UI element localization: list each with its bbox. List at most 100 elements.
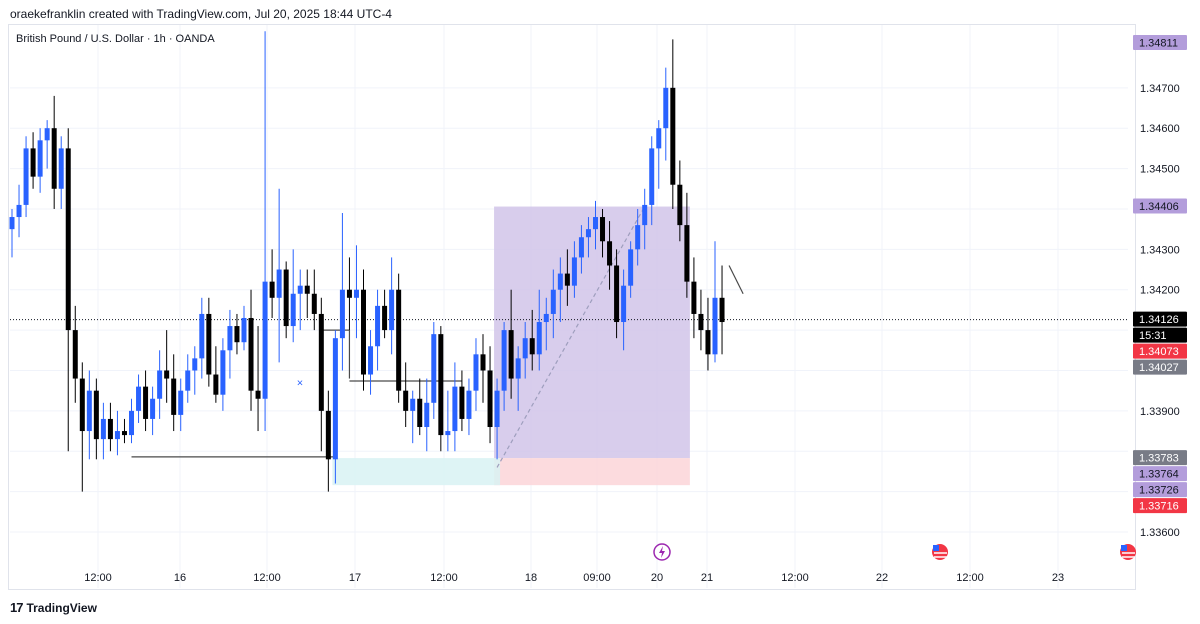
candle-body (417, 398, 423, 428)
candle-body (642, 204, 648, 226)
candle-body (600, 217, 606, 242)
y-tick-label: 1.34300 (1140, 244, 1180, 256)
us-flag-event-icon-2[interactable] (1120, 544, 1136, 560)
candle-body (663, 87, 669, 129)
candle-body (37, 140, 43, 177)
candle (23, 136, 29, 218)
candle-body (325, 410, 331, 460)
candle-body (234, 326, 240, 343)
x-tick-label: 12:00 (781, 572, 809, 584)
candle (269, 249, 275, 318)
candle-body (361, 289, 366, 375)
candle-body (656, 128, 662, 149)
candle-body (515, 358, 521, 379)
candle (185, 354, 191, 403)
x-tick-label: 12:00 (253, 572, 281, 584)
price-tag: 1.34406 (1133, 198, 1187, 214)
candle-body (199, 313, 205, 359)
candle (297, 269, 303, 331)
candles-layer (9, 31, 725, 492)
candle-body (164, 370, 170, 379)
price-tag-label: 15:31 (1139, 330, 1167, 342)
candle-body (114, 431, 120, 440)
x-tick-label: 12:00 (84, 572, 112, 584)
us-flag-event-icon[interactable] (932, 544, 948, 560)
candle (719, 265, 725, 355)
candle (670, 39, 676, 209)
x-tick-label: 18 (525, 572, 537, 584)
candle-body (332, 338, 338, 460)
candle (171, 354, 177, 432)
candle (438, 326, 444, 452)
flag-canton (933, 545, 939, 551)
y-tick-label: 1.33900 (1140, 406, 1180, 418)
candle (206, 297, 212, 387)
price-tag: 1.34811 (1133, 35, 1187, 50)
tradingview-logo-icon: 17 (10, 600, 24, 615)
candle-body (262, 281, 268, 399)
x-tick-label: 12:00 (430, 572, 458, 584)
y-tick-label: 1.34200 (1140, 285, 1180, 297)
candle-body (501, 330, 507, 391)
candle-body (487, 370, 493, 428)
candle-body (304, 285, 310, 294)
candle (389, 257, 395, 355)
candle-body (438, 334, 444, 436)
price-tag-bg (1133, 359, 1187, 375)
candle (445, 390, 451, 452)
candle-body (51, 128, 57, 189)
candle-body (79, 378, 85, 432)
candle-body (107, 418, 113, 440)
price-tag-label: 1.33726 (1139, 485, 1179, 497)
candle (705, 297, 711, 371)
candle (642, 188, 648, 250)
candle-body (466, 390, 472, 419)
price-axis-layer: 1.34700 1.34600 1.34500 1.34300 1.34200 1.339… (1140, 83, 1180, 539)
candle (114, 410, 120, 456)
candle-body (346, 289, 352, 298)
event-icons-layer (653, 543, 1136, 561)
candle-body (16, 204, 22, 218)
demand-zone (332, 458, 501, 486)
price-tag-label: 1.34406 (1139, 201, 1179, 213)
candle (51, 95, 57, 209)
candle-body (592, 217, 598, 230)
candle (417, 378, 423, 436)
candle-body (213, 374, 219, 395)
candle-body (220, 350, 226, 395)
candle (677, 160, 683, 242)
candle-body (121, 431, 127, 436)
candle (9, 208, 15, 258)
candle-body (290, 293, 296, 327)
candle-body (536, 322, 542, 355)
x-tick-label: 20 (651, 572, 663, 584)
candle-body (564, 273, 570, 286)
candle (494, 378, 500, 460)
candle-body (368, 346, 374, 375)
candle-body (585, 229, 591, 238)
candle (557, 257, 563, 323)
candle (107, 402, 113, 452)
candle (311, 269, 317, 331)
candle-body (628, 249, 634, 286)
footer-brand: TradingView (26, 600, 97, 615)
candle-body (353, 289, 359, 298)
candle (712, 241, 718, 363)
tradingview-footer[interactable]: 17 TradingView (10, 600, 97, 615)
price-tag: 1.34073 (1133, 343, 1187, 359)
candle-body (269, 281, 275, 298)
candle-body (206, 313, 212, 375)
candle (290, 249, 296, 343)
candle (220, 338, 226, 411)
x-tick-label: 12:00 (956, 572, 984, 584)
candle (621, 269, 627, 351)
candle (480, 334, 486, 403)
candle (361, 269, 366, 391)
candle-body (185, 370, 191, 391)
lightning-event-icon[interactable] (653, 543, 671, 561)
candle-body (621, 285, 627, 323)
time-axis-layer: 12:00 16 12:00 17 12:00 18 09:00 20 21 12:00 22 12:… (84, 572, 1064, 584)
candle-body (431, 334, 437, 403)
price-tag: 1.33716 (1133, 498, 1187, 514)
